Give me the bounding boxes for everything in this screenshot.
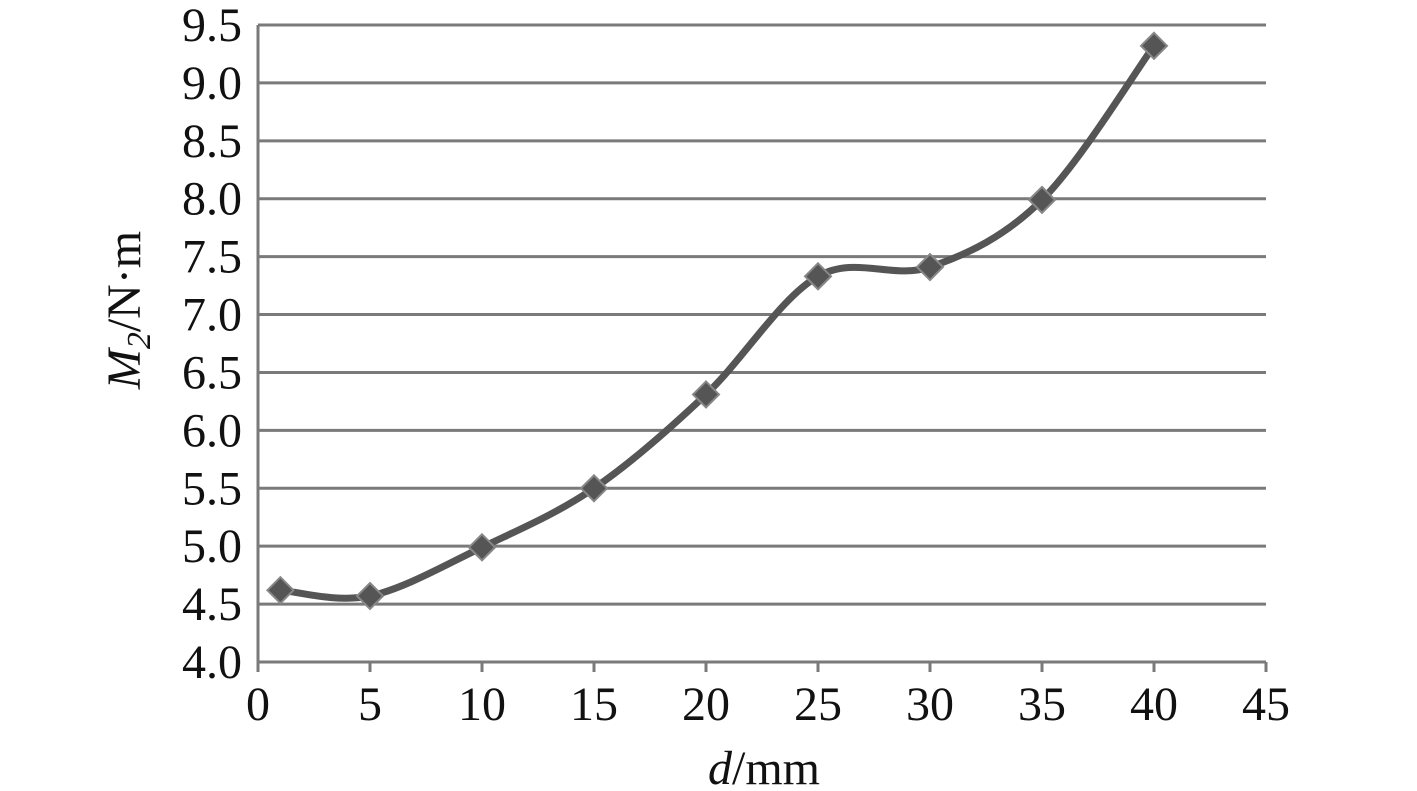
y-axis-title: M2/N·m bbox=[98, 231, 158, 390]
data-point-marker bbox=[691, 380, 721, 409]
x-tick-labels: 0 5 10 15 20 25 30 35 40 45 bbox=[246, 678, 1290, 731]
data-point-marker bbox=[1027, 185, 1057, 215]
x-tick-label: 15 bbox=[570, 678, 618, 731]
y-tick-label: 4.0 bbox=[182, 636, 242, 689]
y-tick-label: 9.0 bbox=[182, 57, 242, 110]
series-line bbox=[276, 42, 1158, 602]
x-axis-title: d/mm bbox=[708, 742, 820, 791]
x-tick-label: 0 bbox=[246, 678, 270, 731]
y-tick-label: 6.0 bbox=[182, 404, 242, 457]
y-tick-labels: 4.04.55.05.56.06.57.07.58.08.59.09.5 bbox=[182, 0, 242, 689]
y-tick-label: 6.5 bbox=[182, 346, 242, 399]
x-tick-label: 45 bbox=[1242, 678, 1290, 731]
y-tick-label: 7.0 bbox=[182, 289, 242, 342]
grid-lines bbox=[258, 23, 1266, 606]
x-tick-label: 35 bbox=[1018, 678, 1066, 731]
x-tick-label: 10 bbox=[458, 678, 506, 731]
data-point-marker bbox=[467, 532, 497, 562]
data-point-marker bbox=[803, 261, 833, 291]
y-tick-label: 9.5 bbox=[182, 0, 242, 52]
y-tick-label: 8.5 bbox=[182, 115, 242, 168]
data-point-marker bbox=[1139, 31, 1169, 61]
series-group bbox=[265, 31, 1169, 611]
x-tick-label: 20 bbox=[682, 678, 730, 731]
data-point-marker bbox=[355, 581, 385, 611]
y-tick-label: 4.5 bbox=[182, 578, 242, 631]
x-tick-label: 40 bbox=[1130, 678, 1178, 731]
x-tick-label: 5 bbox=[358, 678, 382, 731]
y-tick-label: 8.0 bbox=[182, 173, 242, 226]
x-tick-label: 30 bbox=[906, 678, 954, 731]
y-tick-label: 7.5 bbox=[182, 231, 242, 284]
x-tick-label: 25 bbox=[794, 678, 842, 731]
axes bbox=[256, 25, 1268, 672]
y-tick-label: 5.5 bbox=[182, 462, 242, 515]
data-point-marker bbox=[579, 473, 609, 503]
y-tick-label: 5.0 bbox=[182, 520, 242, 573]
data-point-marker bbox=[265, 575, 295, 605]
data-point-marker bbox=[915, 252, 945, 282]
